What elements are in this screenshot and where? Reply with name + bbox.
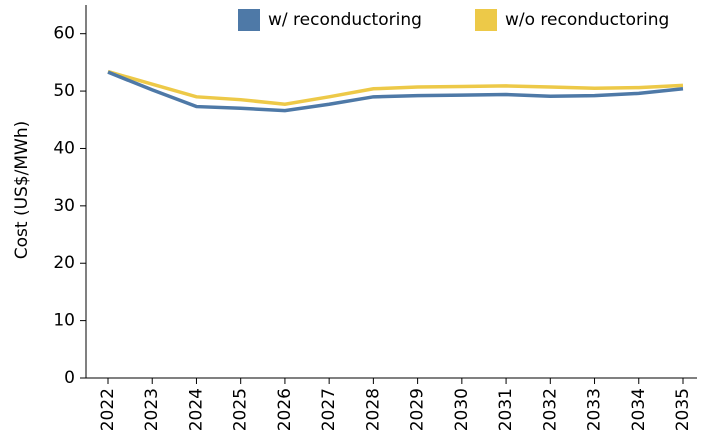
y-tick-label: 40 bbox=[53, 138, 75, 158]
y-tick-label: 20 bbox=[53, 253, 75, 273]
y-tick-label: 10 bbox=[53, 311, 75, 331]
series-line bbox=[107, 69, 684, 107]
legend-swatch bbox=[238, 9, 260, 31]
y-tick-label: 0 bbox=[64, 368, 75, 388]
x-tick-label: 2032 bbox=[540, 388, 560, 431]
x-tick-label: 2029 bbox=[408, 388, 428, 431]
x-tick-label: 2023 bbox=[142, 388, 162, 431]
x-tick-label: 2030 bbox=[452, 388, 472, 431]
legend-swatch bbox=[475, 9, 497, 31]
x-tick-label: 2027 bbox=[319, 388, 339, 431]
legend-label: w/o reconductoring bbox=[505, 10, 669, 30]
x-tick-label: 2034 bbox=[629, 388, 649, 431]
y-tick-label: 30 bbox=[53, 196, 75, 216]
y-axis-label: Cost (US$/MWh) bbox=[12, 121, 32, 260]
x-tick-label: 2022 bbox=[98, 388, 118, 431]
x-tick-label: 2025 bbox=[231, 388, 251, 431]
legend-label: w/ reconductoring bbox=[268, 10, 422, 30]
x-tick-label: 2024 bbox=[186, 388, 206, 431]
x-tick-label: 2026 bbox=[275, 388, 295, 431]
series-line bbox=[107, 70, 684, 113]
x-tick-label: 2033 bbox=[585, 388, 605, 431]
x-tick-label: 2031 bbox=[496, 388, 516, 431]
x-tick-label: 2028 bbox=[363, 388, 383, 431]
y-tick-label: 50 bbox=[53, 81, 75, 101]
x-tick-label: 2035 bbox=[673, 388, 693, 431]
y-tick-label: 60 bbox=[53, 24, 75, 44]
